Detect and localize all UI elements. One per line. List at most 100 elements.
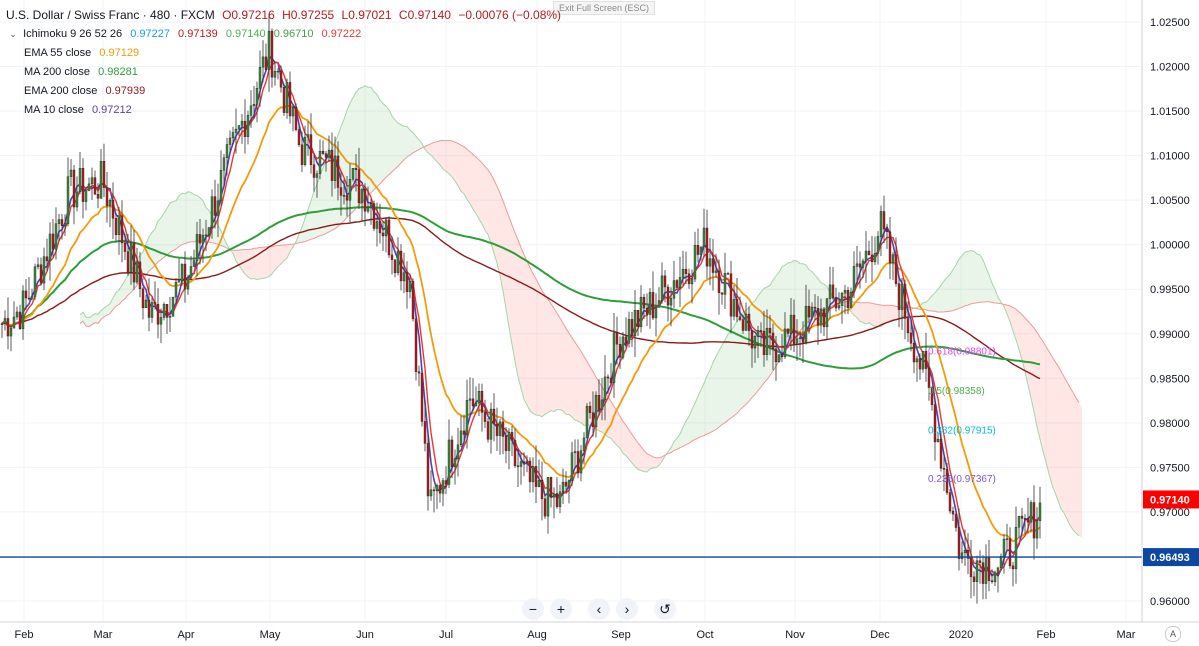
- cloud-segment: [704, 375, 707, 436]
- exit-fullscreen-button[interactable]: Exit Full Screen (ESC): [553, 1, 656, 15]
- legend-ma200[interactable]: MA 200 close 0.98281: [6, 63, 561, 82]
- candle-body: [414, 318, 418, 372]
- candle-body: [528, 460, 532, 483]
- candle-body: [366, 206, 370, 212]
- candle-body: [297, 129, 301, 146]
- candle-body: [57, 219, 61, 224]
- candle-body: [606, 376, 610, 379]
- candle-body: [1035, 520, 1039, 539]
- cloud-segment: [575, 342, 578, 422]
- cloud-segment: [938, 285, 941, 313]
- candle-body: [75, 191, 79, 208]
- cloud-segment: [95, 313, 98, 324]
- candle-body: [27, 297, 31, 300]
- candle-body: [51, 233, 55, 250]
- auto-scale-button[interactable]: A: [1165, 626, 1181, 642]
- legend-ichimoku[interactable]: ⌄ Ichimoku 9 26 52 26 0.97227 0.97139 0.…: [6, 25, 561, 44]
- time-tick-label: Nov: [785, 629, 805, 641]
- cloud-segment: [107, 303, 110, 316]
- reset-chart-button[interactable]: ↺: [654, 598, 676, 620]
- cloud-segment: [518, 239, 521, 388]
- symbol-title[interactable]: U.S. Dollar / Swiss Franc · 480 · FXCM: [6, 8, 215, 22]
- cloud-segment: [944, 277, 947, 312]
- candle-body: [594, 395, 598, 428]
- candle-body: [465, 400, 469, 435]
- candle-body: [786, 328, 790, 334]
- cloud-segment: [323, 161, 326, 235]
- cloud-segment: [119, 285, 122, 305]
- cloud-segment: [863, 302, 866, 324]
- cloud-segment: [572, 337, 575, 421]
- candle-body: [921, 350, 925, 370]
- cloud-segment: [365, 85, 368, 199]
- scroll-right-button[interactable]: ›: [616, 598, 638, 620]
- ichimoku-cloud: [79, 85, 1082, 538]
- candle-body: [1017, 515, 1021, 528]
- candle-body: [255, 88, 259, 105]
- cloud-segment: [473, 154, 476, 214]
- candle-body: [306, 134, 310, 138]
- cloud-segment: [566, 328, 569, 415]
- candle-body: [741, 319, 745, 331]
- zoom-out-button[interactable]: −: [522, 598, 544, 620]
- candle-body: [609, 377, 613, 384]
- cloud-segment: [1025, 317, 1028, 385]
- candle-body: [570, 452, 574, 481]
- cloud-segment: [443, 140, 446, 172]
- cloud-segment: [437, 140, 440, 166]
- candle-body: [603, 376, 607, 401]
- candle-body: [582, 437, 586, 451]
- candle-body: [399, 250, 403, 282]
- time-axis[interactable]: Feb Mar Apr May Jun Jul Aug Sep Oct Nov Dec 2020 Feb…: [0, 621, 1199, 641]
- candle-body: [969, 558, 973, 578]
- candle-body: [102, 161, 106, 188]
- candle-body: [948, 492, 952, 512]
- candle-body: [744, 313, 748, 331]
- scroll-left-button[interactable]: ‹: [588, 598, 610, 620]
- cloud-segment: [770, 280, 773, 376]
- candle-body: [345, 195, 349, 201]
- legend-ema200[interactable]: EMA 200 close 0.97939: [6, 82, 561, 101]
- zoom-in-button[interactable]: +: [550, 598, 572, 620]
- legend-ema55[interactable]: EMA 55 close 0.97129: [6, 44, 561, 63]
- cloud-segment: [953, 264, 956, 311]
- candle-body: [567, 480, 571, 487]
- cloud-segment: [722, 339, 725, 425]
- candle-body: [807, 305, 811, 318]
- cloud-segment: [683, 421, 686, 447]
- candle-body: [393, 259, 397, 274]
- candle-body: [417, 371, 421, 374]
- cloud-segment: [701, 383, 704, 437]
- candle-body: [450, 439, 454, 468]
- candle-body: [462, 430, 466, 435]
- ohlc-low: L0.97021: [341, 8, 392, 22]
- cloud-segment: [656, 457, 659, 468]
- candle-body: [150, 302, 154, 318]
- candle-body: [510, 432, 514, 441]
- cloud-segment: [647, 453, 650, 473]
- candle-body: [819, 308, 823, 326]
- cloud-segment: [956, 259, 959, 310]
- candle-body: [780, 354, 784, 357]
- cloud-segment: [302, 218, 305, 243]
- candle-body: [216, 200, 220, 216]
- cloud-segment: [737, 316, 740, 414]
- candle-body: [534, 466, 538, 487]
- price-axis[interactable]: 1.02500 1.02000 1.01500 1.01000 1.00500 1.000…: [1141, 0, 1199, 646]
- price-tick-label: 1.01500: [1150, 106, 1190, 118]
- candle-body: [108, 199, 112, 206]
- candle-body: [630, 319, 634, 336]
- candle-body: [198, 234, 202, 244]
- cloud-segment: [530, 267, 533, 414]
- legend-ma10[interactable]: MA 10 close 0.97212: [6, 101, 561, 120]
- candle-body: [402, 272, 406, 282]
- hline-price-tag-bg: [1143, 548, 1199, 567]
- candle-body: [372, 203, 376, 229]
- chevron-down-icon[interactable]: ⌄: [9, 29, 17, 39]
- cloud-segment: [215, 220, 218, 245]
- candle-body: [501, 421, 505, 437]
- candle-body: [90, 177, 94, 185]
- cloud-segment: [719, 345, 722, 428]
- candle-body: [72, 169, 76, 208]
